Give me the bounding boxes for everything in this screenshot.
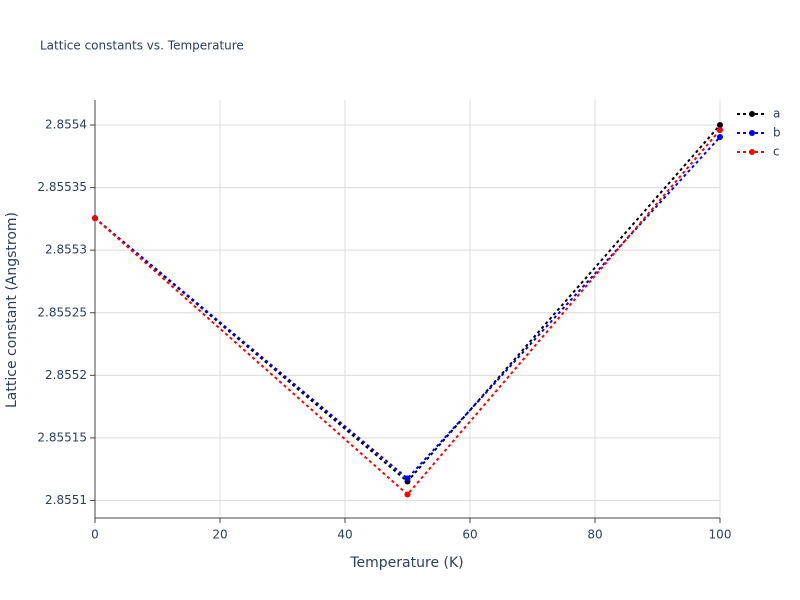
chart-title: Lattice constants vs. Temperature (40, 39, 244, 53)
y-tick-label: 2.8551 (45, 493, 87, 507)
y-tick-label: 2.8553 (45, 243, 87, 257)
x-tick-label: 40 (337, 528, 352, 542)
marker (717, 134, 723, 141)
y-tick-label: 2.85515 (37, 430, 87, 444)
x-tick-label: 60 (462, 528, 477, 542)
x-tick-label: 100 (709, 528, 732, 542)
legend-marker (749, 130, 755, 136)
legend-marker (749, 111, 755, 117)
legend-label: b (773, 126, 781, 140)
x-tick-label: 20 (212, 528, 227, 542)
legend-label: c (773, 145, 780, 159)
y-tick-label: 2.8554 (45, 118, 87, 132)
line (94, 136, 721, 480)
x-tick-label: 0 (91, 528, 99, 542)
marker (404, 475, 411, 482)
legend-marker (749, 149, 755, 155)
line (94, 124, 721, 483)
x-axis-label: Temperature (K) (349, 555, 463, 571)
x-tick-label: 80 (587, 528, 602, 542)
y-tick-label: 2.85525 (37, 305, 87, 319)
marker (717, 122, 723, 129)
marker (404, 491, 411, 498)
y-tick-label: 2.85535 (37, 180, 87, 194)
marker (717, 127, 723, 134)
y-tick-label: 2.8552 (45, 368, 87, 382)
y-axis-label: Lattice constant (Angstrom) (4, 212, 20, 408)
line (94, 129, 721, 496)
marker (92, 215, 98, 222)
legend-label: a (773, 107, 780, 121)
